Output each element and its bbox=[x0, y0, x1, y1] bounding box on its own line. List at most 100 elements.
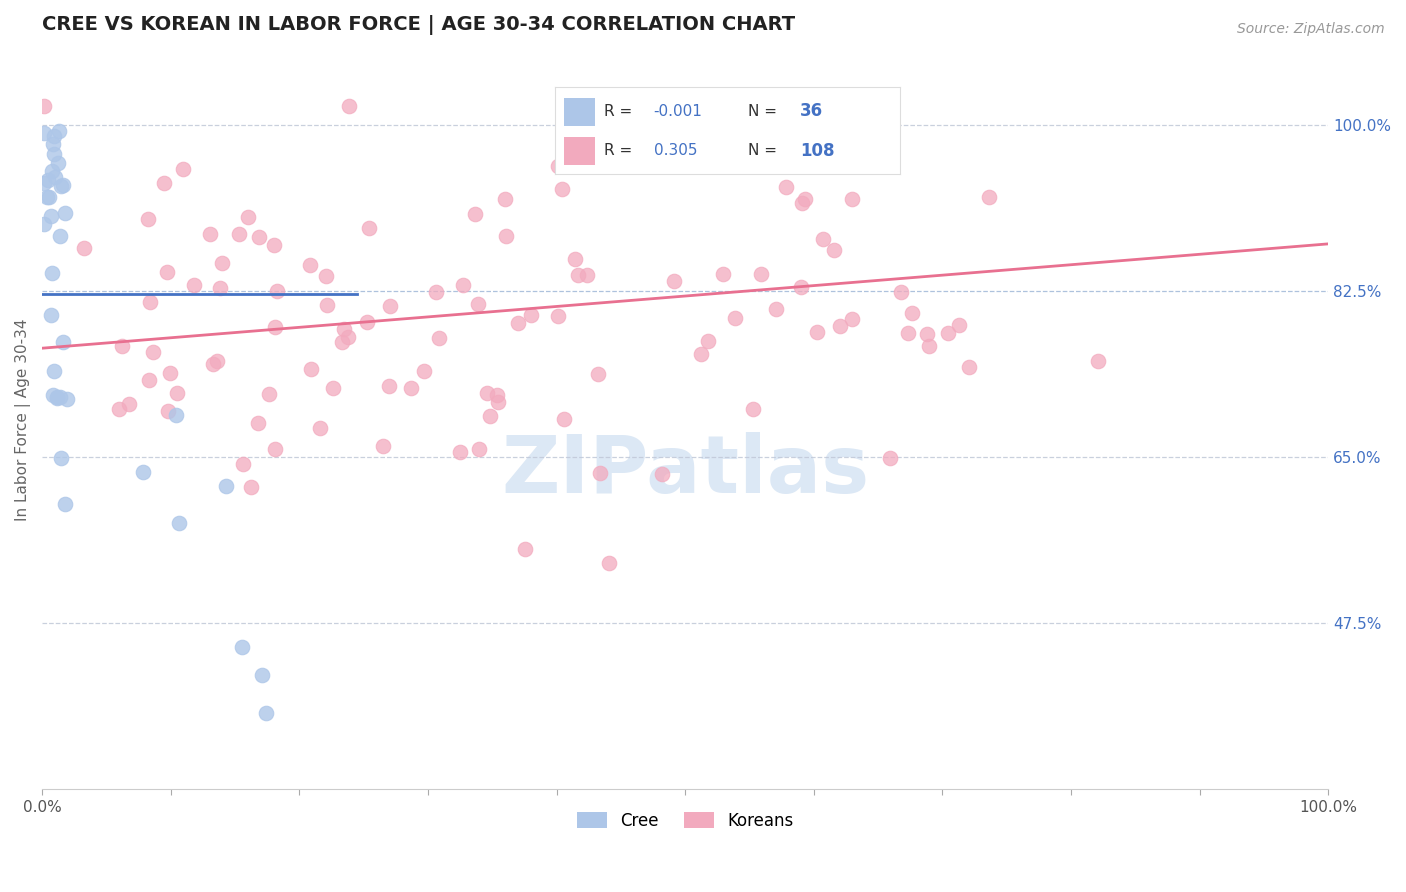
Point bbox=[494, 192, 516, 206]
Point bbox=[378, 299, 401, 313]
Point bbox=[486, 395, 509, 409]
Text: -0.001: -0.001 bbox=[654, 104, 703, 119]
Point bbox=[107, 401, 129, 416]
Point bbox=[449, 445, 471, 459]
Point bbox=[52, 335, 75, 350]
Point bbox=[948, 318, 970, 332]
Point bbox=[264, 320, 287, 334]
Point bbox=[330, 334, 353, 349]
Point bbox=[485, 387, 508, 401]
Point bbox=[118, 397, 141, 411]
Point bbox=[359, 221, 381, 235]
Point bbox=[399, 381, 422, 395]
Point bbox=[468, 442, 491, 457]
Point bbox=[662, 274, 685, 288]
Point bbox=[208, 281, 231, 295]
Point bbox=[53, 206, 76, 220]
Text: R =: R = bbox=[603, 144, 637, 158]
Point bbox=[231, 640, 253, 654]
Point bbox=[211, 256, 233, 270]
Point bbox=[159, 367, 181, 381]
Point bbox=[724, 310, 747, 325]
Point bbox=[45, 392, 67, 406]
Point bbox=[427, 331, 450, 345]
Point bbox=[651, 467, 673, 481]
Point bbox=[337, 99, 360, 113]
Point bbox=[49, 178, 72, 193]
Legend: Cree, Koreans: Cree, Koreans bbox=[571, 805, 800, 837]
Point bbox=[841, 312, 863, 326]
Point bbox=[811, 232, 834, 246]
Text: 0.305: 0.305 bbox=[654, 144, 697, 158]
Point bbox=[138, 295, 160, 310]
Point bbox=[617, 146, 640, 161]
Point bbox=[240, 480, 263, 494]
Point bbox=[153, 176, 176, 190]
Text: CREE VS KOREAN IN LABOR FORCE | AGE 30-34 CORRELATION CHART: CREE VS KOREAN IN LABOR FORCE | AGE 30-3… bbox=[42, 15, 796, 35]
Point bbox=[32, 99, 55, 113]
Point bbox=[41, 266, 63, 280]
Point bbox=[336, 330, 359, 344]
Point bbox=[830, 319, 852, 334]
Point bbox=[42, 364, 65, 378]
Point bbox=[451, 278, 474, 293]
Point bbox=[467, 297, 489, 311]
Point bbox=[586, 367, 609, 381]
Point bbox=[765, 302, 787, 317]
Point bbox=[45, 390, 67, 404]
Point bbox=[44, 169, 66, 184]
Point bbox=[41, 136, 63, 151]
Text: 108: 108 bbox=[800, 142, 834, 160]
Point bbox=[132, 465, 155, 479]
Point bbox=[918, 339, 941, 353]
Point bbox=[356, 315, 378, 329]
Point bbox=[264, 442, 287, 456]
Point bbox=[172, 162, 194, 177]
Point bbox=[73, 241, 96, 255]
Point bbox=[42, 128, 65, 143]
Point bbox=[156, 265, 179, 279]
Point bbox=[742, 401, 765, 416]
Point bbox=[49, 229, 72, 244]
Point bbox=[333, 322, 356, 336]
Point bbox=[1087, 354, 1109, 368]
Point bbox=[32, 217, 55, 231]
Point bbox=[167, 516, 190, 530]
Point bbox=[547, 310, 569, 324]
Point bbox=[550, 182, 572, 196]
Text: N =: N = bbox=[748, 104, 782, 119]
Point bbox=[378, 379, 401, 393]
Text: Source: ZipAtlas.com: Source: ZipAtlas.com bbox=[1237, 22, 1385, 37]
Point bbox=[215, 479, 238, 493]
Point bbox=[49, 451, 72, 466]
Point bbox=[828, 126, 851, 140]
Point bbox=[254, 706, 277, 721]
Point bbox=[789, 280, 811, 294]
Point bbox=[957, 359, 980, 374]
Point bbox=[165, 408, 187, 422]
Point bbox=[166, 386, 188, 401]
Point bbox=[478, 409, 501, 424]
Bar bbox=[564, 137, 595, 165]
Text: R =: R = bbox=[603, 104, 637, 119]
Point bbox=[299, 258, 322, 272]
Point bbox=[142, 344, 165, 359]
Point bbox=[236, 210, 259, 224]
Point bbox=[35, 190, 58, 204]
Point bbox=[425, 285, 447, 300]
Point bbox=[52, 178, 75, 192]
Point bbox=[576, 268, 599, 282]
Point bbox=[198, 227, 221, 241]
Point bbox=[111, 339, 134, 353]
Text: N =: N = bbox=[748, 144, 782, 158]
Point bbox=[299, 362, 322, 376]
Point bbox=[38, 190, 60, 204]
Point bbox=[412, 364, 434, 378]
Point bbox=[48, 124, 70, 138]
Point bbox=[553, 412, 575, 426]
Point bbox=[156, 404, 179, 418]
Point bbox=[464, 207, 486, 221]
Point bbox=[373, 439, 395, 453]
Point bbox=[46, 156, 69, 170]
Point bbox=[794, 192, 817, 206]
